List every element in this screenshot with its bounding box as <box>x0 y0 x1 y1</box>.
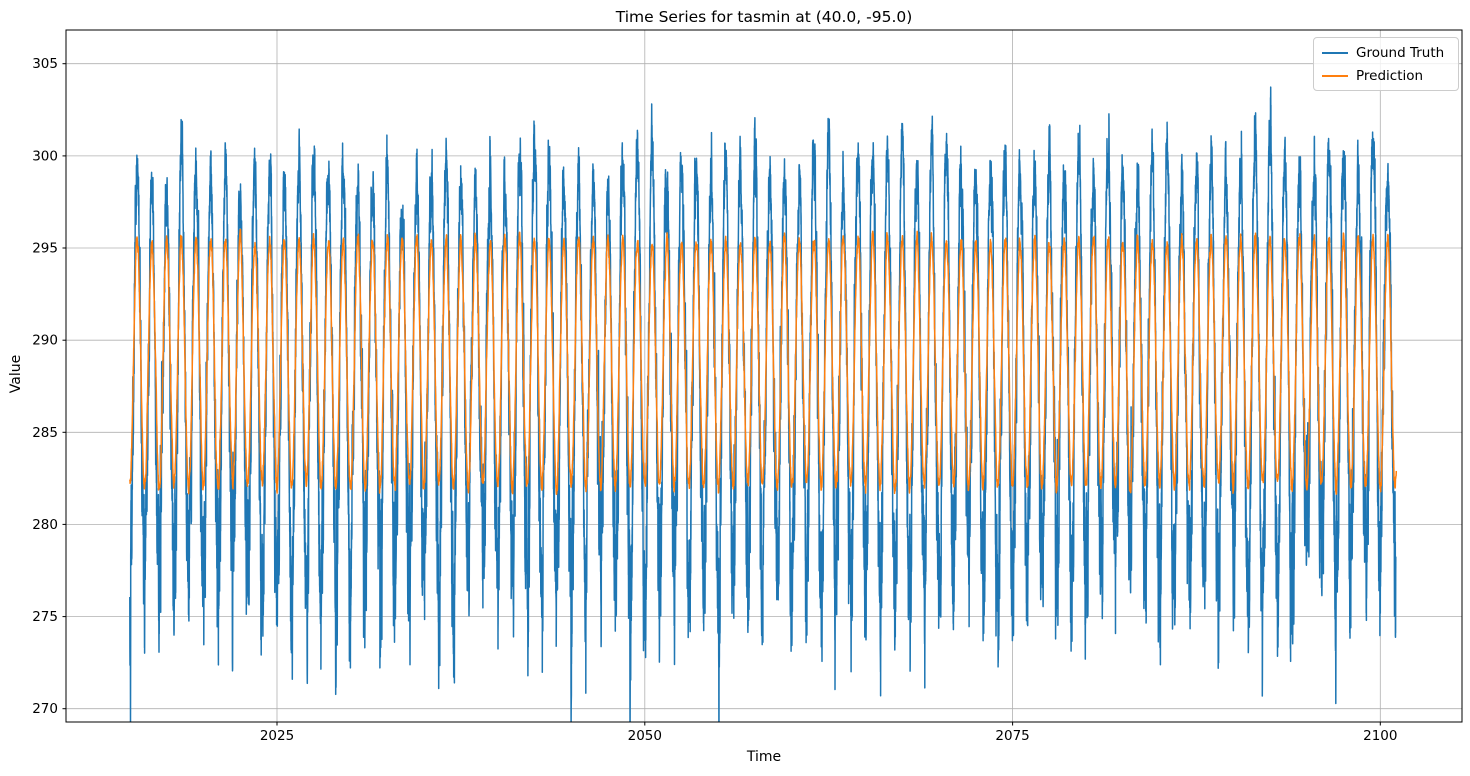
x-tick-label: 2100 <box>1363 728 1397 744</box>
prediction-line-sample <box>1322 74 1348 77</box>
y-tick-label: 285 <box>32 425 58 441</box>
axes-spines <box>65 29 1463 723</box>
y-tick-label: 295 <box>32 241 58 257</box>
y-tick-label: 290 <box>32 333 58 349</box>
x-tick-label: 2050 <box>628 728 662 744</box>
legend-item-prediction: Prediction <box>1322 66 1450 85</box>
legend-item-ground-truth: Ground Truth <box>1322 43 1450 62</box>
y-tick-label: 300 <box>32 148 58 164</box>
legend-label-ground-truth: Ground Truth <box>1356 44 1445 61</box>
y-tick-label: 270 <box>32 701 58 717</box>
y-tick-label: 305 <box>32 56 58 72</box>
chart-title: Time Series for tasmin at (40.0, -95.0) <box>615 8 913 26</box>
x-tick-label: 2075 <box>995 728 1029 744</box>
legend-label-prediction: Prediction <box>1356 67 1424 84</box>
y-tick-label: 280 <box>32 517 58 533</box>
x-axis-label: Time <box>746 749 782 765</box>
x-tick-label: 2025 <box>260 728 294 744</box>
y-tick-label: 275 <box>32 609 58 625</box>
legend: Ground Truth Prediction <box>1313 37 1459 91</box>
prediction-line <box>129 228 1398 496</box>
ground-truth-line-sample <box>1322 51 1348 54</box>
